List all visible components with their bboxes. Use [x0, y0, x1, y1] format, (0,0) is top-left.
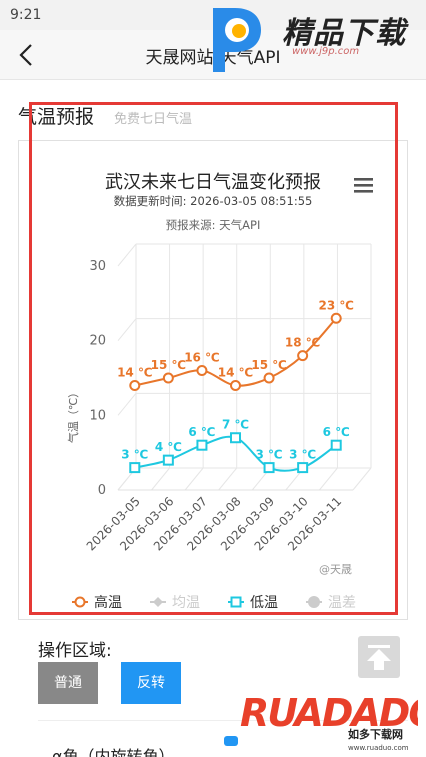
data-label: 15 ℃ — [151, 358, 186, 372]
grid-line-floor — [352, 467, 372, 491]
y-tick-label: 20 — [89, 334, 106, 349]
data-label: 4 ℃ — [155, 440, 182, 454]
data-label: 6 ℃ — [188, 425, 215, 439]
chart-y-axis-label: 气温（℃） — [66, 387, 80, 443]
data-label: 16 ℃ — [184, 351, 219, 365]
chart-axes: 01020302026-03-052026-03-062026-03-07202… — [84, 259, 353, 553]
normal-button[interactable]: 普通 — [38, 662, 98, 704]
y-tick-label: 0 — [98, 483, 106, 498]
section-subtitle: 免费七日气温 — [114, 112, 193, 127]
legend-marker-circle-icon — [74, 596, 86, 608]
legend-item[interactable]: 温差 — [328, 595, 356, 611]
chart-update-time: 数据更新时间: 2026-03-05 08:51:55 — [114, 194, 313, 208]
low-temp-point — [129, 462, 141, 474]
watermark-brand: 精品下载 — [282, 16, 406, 51]
alpha-angle-row[interactable]: α角（内旋转角） — [38, 720, 408, 757]
high-temp-point — [162, 372, 174, 384]
grid-line-floor — [218, 467, 238, 491]
legend-marker-diamond-icon — [153, 597, 163, 607]
high-temp-point — [230, 379, 241, 391]
data-label: 18 ℃ — [285, 336, 320, 350]
back-to-top-button[interactable] — [358, 636, 400, 678]
watermark-brand2-sub: 如多下载网 — [348, 727, 403, 741]
data-label: 7 ℃ — [222, 418, 249, 432]
temperature-chart: 武汉未来七日气温变化预报 数据更新时间: 2026-03-05 08:51:55… — [66, 172, 373, 611]
back-arrow-icon[interactable] — [12, 40, 42, 70]
data-label: 3 ℃ — [289, 448, 316, 462]
watermark-brand2: RUADADO — [240, 691, 418, 735]
chart-series: 14 ℃15 ℃16 ℃14 ℃15 ℃18 ℃23 ℃3 ℃4 ℃6 ℃7 ℃… — [117, 298, 354, 474]
chart-grid — [117, 243, 372, 491]
watermark-brand2-url: www.ruaduo.com — [348, 744, 409, 752]
high-temp-point — [129, 379, 141, 391]
watermark-url: www.j9p.com — [292, 46, 360, 57]
low-temp-point — [162, 454, 174, 466]
watermark-logo-icon — [213, 8, 261, 72]
chart-card — [18, 140, 408, 620]
data-label: 3 ℃ — [256, 448, 283, 462]
legend-item[interactable]: 均温 — [172, 595, 200, 611]
legend-marker-square-icon — [230, 596, 242, 608]
operations-label: 操作区域: — [38, 641, 112, 661]
legend-item[interactable]: 低温 — [250, 595, 278, 611]
low-temp-point — [263, 462, 275, 474]
data-label: 14 ℃ — [117, 365, 152, 379]
section-title: 气温预报 — [18, 106, 95, 128]
data-label: 15 ℃ — [251, 358, 286, 372]
y-tick-label: 30 — [89, 259, 106, 274]
grid-line-floor — [184, 467, 204, 491]
grid-line-floor — [151, 467, 170, 491]
high-temp-point — [196, 365, 208, 377]
chart-legend: 高温 均温 低温 温差 — [72, 594, 356, 611]
toggle-indicator[interactable] — [224, 736, 238, 746]
high-temp-point — [330, 312, 342, 324]
high-temp-point — [297, 350, 309, 362]
grid-line-depth — [117, 318, 137, 341]
low-temp-point — [330, 439, 342, 451]
low-temp-point — [196, 439, 208, 451]
chart-source: 预报来源: 天气API — [166, 218, 261, 232]
data-label: 14 ℃ — [218, 365, 253, 379]
arrow-up-icon — [367, 645, 391, 670]
chart-title: 武汉未来七日气温变化预报 — [105, 172, 321, 193]
alpha-angle-label: α角（内旋转角） — [52, 747, 175, 757]
grid-line-floor — [319, 467, 338, 491]
y-tick-label: 10 — [89, 408, 106, 423]
data-label: 3 ℃ — [121, 448, 148, 462]
data-label: 23 ℃ — [319, 298, 354, 312]
low-temp-point — [297, 462, 309, 474]
chart-credit: @天晟 — [319, 563, 352, 576]
watermark-ruaduo-logo: RUADADO 如多下载网 www.ruaduo.com — [240, 691, 418, 752]
status-time: 9:21 — [10, 7, 42, 23]
grid-line-depth — [117, 243, 137, 267]
legend-item[interactable]: 高温 — [94, 594, 122, 611]
data-label: 6 ℃ — [323, 425, 350, 439]
high-temp-point — [263, 372, 275, 384]
legend-marker-dot-icon — [308, 596, 320, 608]
grid-line-depth — [117, 393, 137, 416]
chart-menu-icon[interactable] — [354, 178, 373, 193]
reverse-button[interactable]: 反转 — [121, 662, 181, 704]
low-temp-point — [230, 432, 241, 444]
